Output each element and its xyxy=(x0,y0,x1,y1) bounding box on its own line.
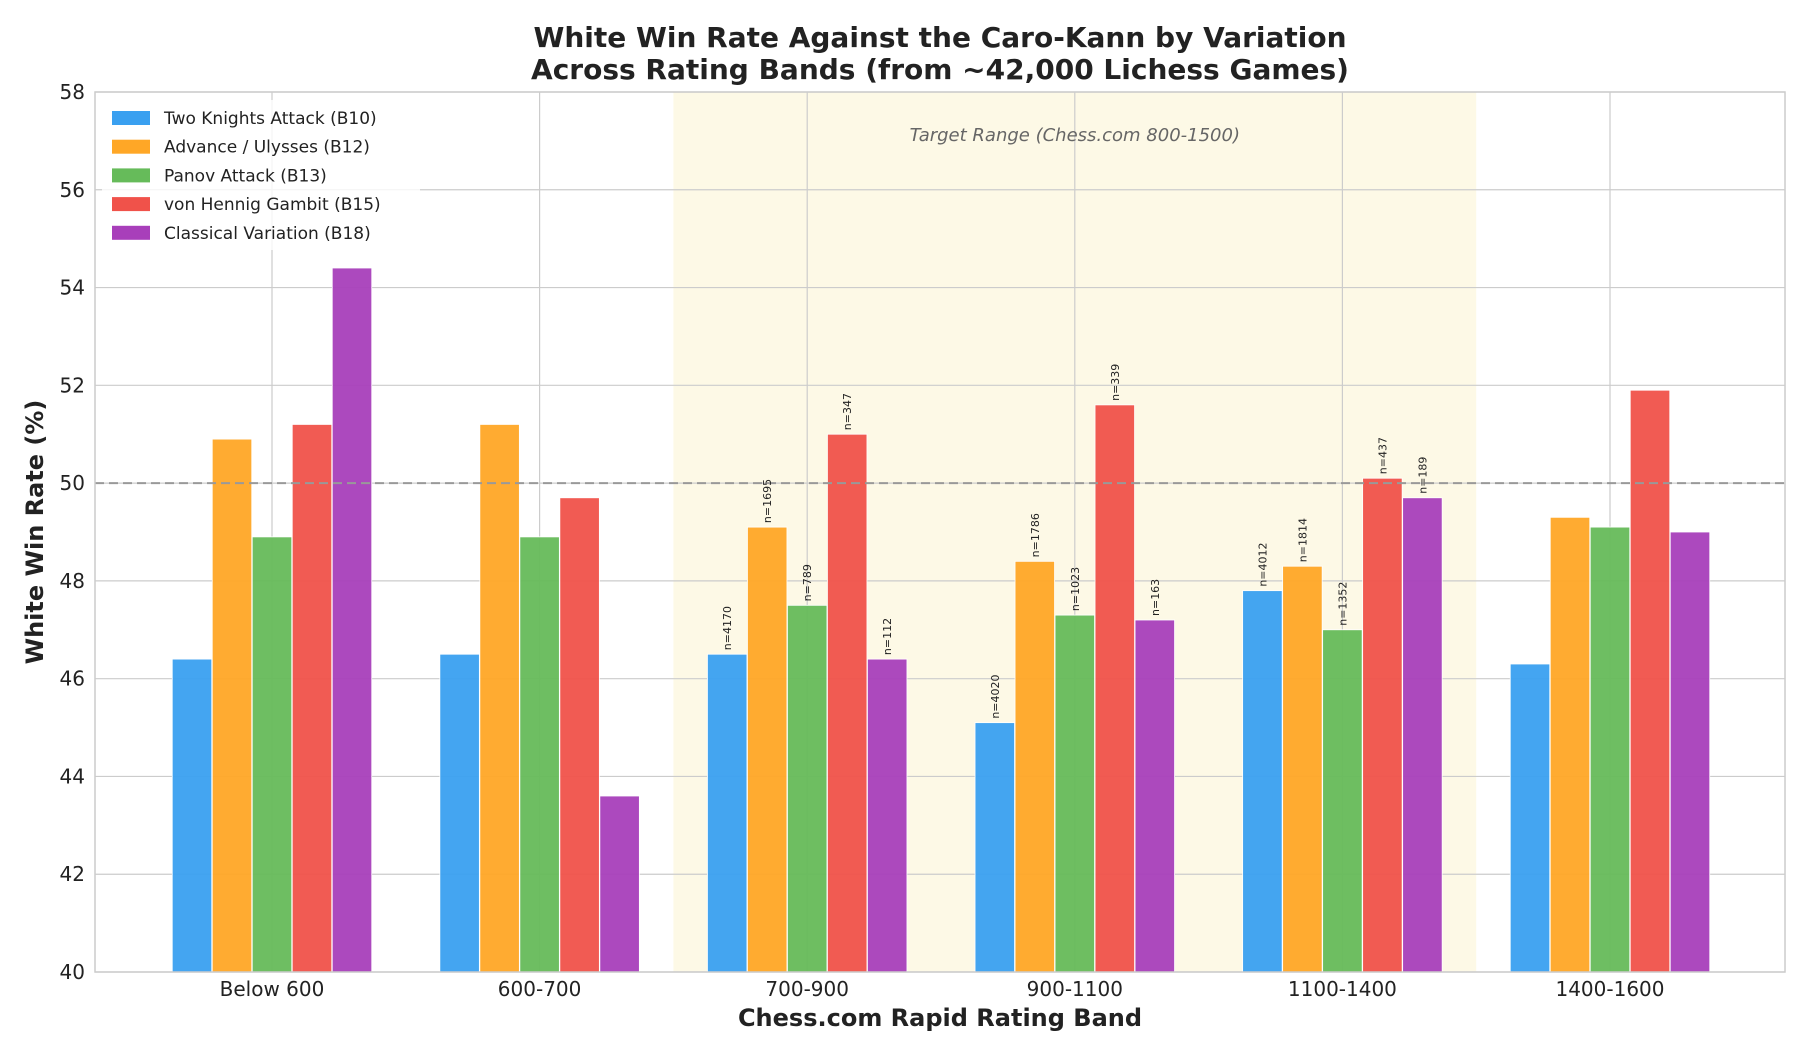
bar xyxy=(1669,531,1711,973)
bar xyxy=(1362,477,1403,973)
legend-label: Advance / Ulysses (B12) xyxy=(164,138,370,158)
bar xyxy=(1242,590,1283,973)
x-tick-label: 1400-1600 xyxy=(1555,977,1664,1001)
bar xyxy=(867,658,908,973)
bar xyxy=(211,438,253,973)
legend-label: Classical Variation (B18) xyxy=(164,224,371,244)
y-tick-label: 42 xyxy=(60,862,85,886)
legend-swatch xyxy=(112,225,150,240)
bar xyxy=(1402,497,1443,973)
x-tick-label: Below 600 xyxy=(220,977,325,1001)
bar-count-label: n=1695 xyxy=(761,479,774,523)
legend-swatch xyxy=(112,111,150,125)
bar xyxy=(1629,389,1671,973)
bar xyxy=(827,433,868,973)
bar-count-label: n=437 xyxy=(1376,437,1389,474)
bar xyxy=(1094,404,1135,973)
legend-swatch xyxy=(112,197,150,212)
bar-count-label: n=112 xyxy=(881,618,894,655)
bar xyxy=(1054,614,1095,973)
bar xyxy=(479,424,520,973)
legend-background xyxy=(102,100,420,250)
y-tick-label: 54 xyxy=(60,276,85,300)
bar-count-label: n=339 xyxy=(1109,364,1122,401)
bar xyxy=(747,526,788,973)
bar xyxy=(1322,629,1363,973)
legend-swatch xyxy=(112,168,150,183)
y-tick-label: 56 xyxy=(60,178,85,202)
bar xyxy=(1134,619,1175,973)
y-tick-label: 58 xyxy=(60,80,85,104)
chart-title-line-1: White Win Rate Against the Caro-Kann by … xyxy=(533,21,1346,54)
bar xyxy=(331,267,373,973)
bar-count-label: n=4012 xyxy=(1256,542,1269,586)
bar xyxy=(599,795,640,973)
x-tick-label: 900-1100 xyxy=(1027,977,1123,1001)
bar xyxy=(974,722,1015,973)
x-tick-label: 700-900 xyxy=(765,977,849,1001)
bar-count-label: n=1786 xyxy=(1029,513,1042,557)
bar xyxy=(559,497,600,973)
highlight-region-label: Target Range (Chess.com 800-1500) xyxy=(910,125,1240,146)
chart-title-line-2: Across Rating Bands (from ~42,000 Liches… xyxy=(531,53,1349,86)
bar-count-label: n=1814 xyxy=(1296,518,1309,562)
bar xyxy=(291,424,333,973)
legend: Two Knights Attack (B10) Advance / Ulysse… xyxy=(102,100,420,250)
bars-layer xyxy=(171,267,1711,973)
bar-count-label: n=163 xyxy=(1149,579,1162,616)
x-tick-label: 600-700 xyxy=(498,977,582,1001)
bar-count-label: n=4170 xyxy=(721,606,734,650)
bar-count-label: n=1352 xyxy=(1336,582,1349,626)
bar-count-label: n=4020 xyxy=(989,674,1002,718)
bar-count-label: n=1023 xyxy=(1069,567,1082,611)
x-tick-labels: Below 600 600-700 700-900 900-1100 1100-1400… xyxy=(220,977,1665,1001)
legend-label: Panov Attack (B13) xyxy=(164,166,327,186)
y-tick-label: 48 xyxy=(60,569,85,593)
y-tick-label: 46 xyxy=(60,667,85,691)
bar xyxy=(251,536,293,973)
bar-count-label: n=189 xyxy=(1416,457,1429,494)
y-tick-label: 52 xyxy=(60,373,85,397)
labels-layer: n=4170 n=4020 n=4012 n=1695 n=1786 n=1814 n=78… xyxy=(721,125,1429,719)
bar-count-label: n=789 xyxy=(801,564,814,601)
legend-label: Two Knights Attack (B10) xyxy=(163,109,377,129)
bar xyxy=(519,536,560,973)
bar xyxy=(1589,526,1631,973)
legend-swatch xyxy=(112,139,150,154)
legend-label: von Hennig Gambit (B15) xyxy=(164,195,381,215)
y-axis-label: White Win Rate (%) xyxy=(21,400,49,665)
bar xyxy=(1282,565,1323,973)
bar xyxy=(787,604,828,973)
y-tick-labels: 40 42 44 46 48 50 52 54 56 58 xyxy=(60,80,85,984)
plot-frame xyxy=(94,91,1786,973)
bar xyxy=(1509,663,1551,973)
y-tick-label: 44 xyxy=(60,764,85,788)
x-tick-label: 1100-1400 xyxy=(1288,977,1397,1001)
y-tick-label: 40 xyxy=(60,960,85,984)
y-tick-label: 50 xyxy=(60,471,85,495)
bar-count-label: n=347 xyxy=(841,393,854,430)
bar xyxy=(1549,516,1591,973)
bar xyxy=(439,653,480,973)
bar xyxy=(1014,560,1055,973)
bar xyxy=(171,658,213,973)
x-axis-label: Chess.com Rapid Rating Band xyxy=(738,1004,1142,1032)
bar xyxy=(707,653,748,973)
